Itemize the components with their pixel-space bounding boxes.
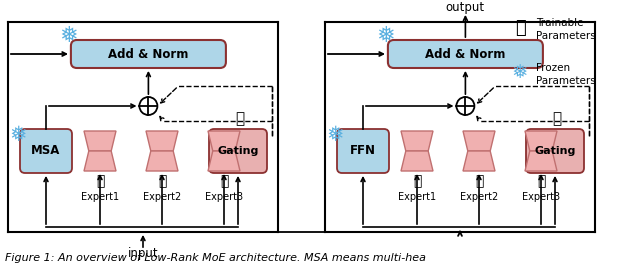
Text: 🔥: 🔥 bbox=[537, 174, 545, 188]
Text: Gating: Gating bbox=[534, 146, 576, 156]
Text: FFN: FFN bbox=[350, 144, 376, 157]
Text: ❅: ❅ bbox=[512, 64, 528, 83]
Text: 🔥: 🔥 bbox=[236, 111, 244, 127]
Polygon shape bbox=[401, 131, 433, 151]
FancyBboxPatch shape bbox=[20, 129, 72, 173]
Polygon shape bbox=[84, 151, 116, 171]
Text: 🔥: 🔥 bbox=[413, 174, 421, 188]
Text: Parameters: Parameters bbox=[536, 31, 596, 41]
Text: Frozen: Frozen bbox=[536, 63, 570, 73]
Text: ❅: ❅ bbox=[376, 26, 396, 46]
FancyBboxPatch shape bbox=[209, 129, 267, 173]
Text: input: input bbox=[128, 248, 158, 260]
Text: 🔥: 🔥 bbox=[158, 174, 166, 188]
Text: Expert2: Expert2 bbox=[143, 192, 181, 202]
Text: Expert2: Expert2 bbox=[460, 192, 498, 202]
Text: Trainable: Trainable bbox=[536, 18, 584, 28]
FancyBboxPatch shape bbox=[337, 129, 389, 173]
Polygon shape bbox=[146, 151, 178, 171]
Text: Figure 1: An overview of Low-Rank MoE architecture. MSA means multi-hea: Figure 1: An overview of Low-Rank MoE ar… bbox=[5, 253, 426, 263]
FancyBboxPatch shape bbox=[526, 129, 584, 173]
Text: 🔥: 🔥 bbox=[96, 174, 104, 188]
Text: Expert3: Expert3 bbox=[522, 192, 560, 202]
Text: Parameters: Parameters bbox=[536, 76, 596, 86]
Polygon shape bbox=[463, 131, 495, 151]
Polygon shape bbox=[463, 151, 495, 171]
FancyBboxPatch shape bbox=[71, 40, 226, 68]
Text: 🔥: 🔥 bbox=[552, 111, 561, 127]
Text: Add & Norm: Add & Norm bbox=[425, 48, 506, 60]
Polygon shape bbox=[146, 131, 178, 151]
Text: Expert1: Expert1 bbox=[398, 192, 436, 202]
Text: Add & Norm: Add & Norm bbox=[108, 48, 189, 60]
Polygon shape bbox=[525, 151, 557, 171]
Text: MSA: MSA bbox=[31, 144, 61, 157]
Polygon shape bbox=[208, 151, 240, 171]
Text: Gating: Gating bbox=[218, 146, 259, 156]
Text: output: output bbox=[446, 1, 485, 15]
Polygon shape bbox=[84, 131, 116, 151]
Text: Expert1: Expert1 bbox=[81, 192, 119, 202]
Text: 🔥: 🔥 bbox=[515, 19, 525, 37]
Text: Expert3: Expert3 bbox=[205, 192, 243, 202]
Polygon shape bbox=[208, 131, 240, 151]
Text: ❅: ❅ bbox=[9, 125, 27, 145]
Polygon shape bbox=[401, 151, 433, 171]
Text: ❅: ❅ bbox=[326, 125, 344, 145]
Text: 🔥: 🔥 bbox=[220, 174, 228, 188]
Text: ❅: ❅ bbox=[60, 26, 78, 46]
FancyBboxPatch shape bbox=[388, 40, 543, 68]
Text: 🔥: 🔥 bbox=[475, 174, 483, 188]
Polygon shape bbox=[525, 131, 557, 151]
